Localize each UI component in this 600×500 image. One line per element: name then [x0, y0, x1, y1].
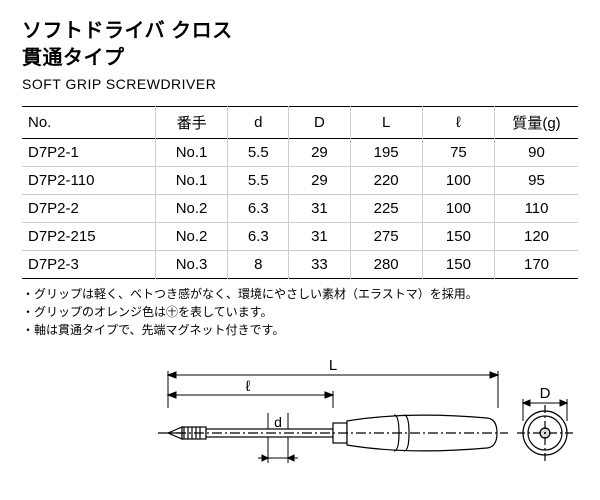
note-line: グリップのオレンジ色は㊉を表しています。	[22, 303, 578, 321]
table-header-row: No. 番手 d D L ℓ 質量(g)	[22, 107, 578, 139]
table-row: D7P2-2No.26.331225100110	[22, 195, 578, 223]
table-row: D7P2-3No.3833280150170	[22, 251, 578, 279]
table-cell: D7P2-110	[22, 167, 155, 195]
table-cell: No.1	[155, 167, 227, 195]
spec-table: No. 番手 d D L ℓ 質量(g) D7P2-1No.15.5291957…	[22, 106, 578, 279]
note-line: 軸は貫通タイプで、先端マグネット付きです。	[22, 321, 578, 339]
col-header: 番手	[155, 107, 227, 139]
table-cell: 195	[350, 139, 422, 167]
table-row: D7P2-1No.15.5291957590	[22, 139, 578, 167]
table-cell: 220	[350, 167, 422, 195]
table-cell: 225	[350, 195, 422, 223]
table-cell: 90	[495, 139, 578, 167]
table-cell: No.2	[155, 223, 227, 251]
table-cell: No.2	[155, 195, 227, 223]
col-header: d	[228, 107, 289, 139]
table-cell: 31	[289, 223, 350, 251]
table-cell: 29	[289, 167, 350, 195]
col-header: ℓ	[422, 107, 494, 139]
col-header: No.	[22, 107, 155, 139]
title-jp-line2: 貫通タイプ	[22, 45, 578, 72]
table-cell: D7P2-1	[22, 139, 155, 167]
dimension-diagram: L ℓ d	[22, 353, 578, 478]
table-cell: 95	[495, 167, 578, 195]
table-cell: 6.3	[228, 195, 289, 223]
table-cell: D7P2-3	[22, 251, 155, 279]
table-cell: 150	[422, 251, 494, 279]
table-cell: No.1	[155, 139, 227, 167]
table-cell: No.3	[155, 251, 227, 279]
table-cell: 120	[495, 223, 578, 251]
notes-block: グリップは軽く、ベトつき感がなく、環境にやさしい素材（エラストマ）を採用。グリッ…	[22, 285, 578, 339]
table-cell: 150	[422, 223, 494, 251]
table-cell: 6.3	[228, 223, 289, 251]
table-cell: 75	[422, 139, 494, 167]
note-line: グリップは軽く、ベトつき感がなく、環境にやさしい素材（エラストマ）を採用。	[22, 285, 578, 303]
title-jp-line1: ソフトドライバ クロス	[22, 18, 578, 45]
table-cell: 5.5	[228, 139, 289, 167]
col-header: 質量(g)	[495, 107, 578, 139]
table-cell: 170	[495, 251, 578, 279]
table-cell: 100	[422, 195, 494, 223]
col-header: L	[350, 107, 422, 139]
dim-label-d: d	[274, 414, 282, 430]
dim-label-l: ℓ	[246, 378, 251, 395]
dim-label-L: L	[329, 357, 337, 374]
table-cell: 280	[350, 251, 422, 279]
dim-label-D: D	[540, 385, 551, 402]
table-cell: D7P2-2	[22, 195, 155, 223]
table-row: D7P2-110No.15.52922010095	[22, 167, 578, 195]
table-cell: 275	[350, 223, 422, 251]
table-cell: 33	[289, 251, 350, 279]
col-header: D	[289, 107, 350, 139]
table-body: D7P2-1No.15.5291957590D7P2-110No.15.5292…	[22, 139, 578, 279]
table-cell: 100	[422, 167, 494, 195]
table-row: D7P2-215No.26.331275150120	[22, 223, 578, 251]
table-cell: 5.5	[228, 167, 289, 195]
table-cell: 8	[228, 251, 289, 279]
table-cell: D7P2-215	[22, 223, 155, 251]
title-en: SOFT GRIP SCREWDRIVER	[22, 76, 578, 92]
table-cell: 110	[495, 195, 578, 223]
table-cell: 29	[289, 139, 350, 167]
table-cell: 31	[289, 195, 350, 223]
